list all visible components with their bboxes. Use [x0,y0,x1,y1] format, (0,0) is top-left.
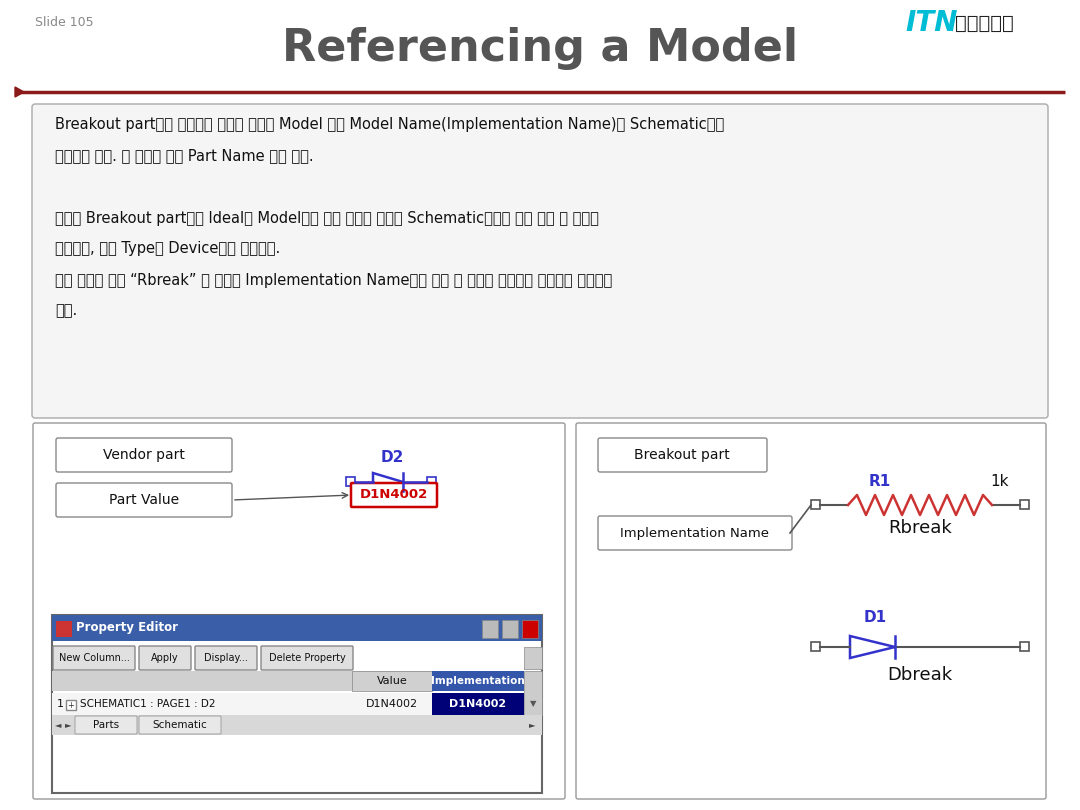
FancyBboxPatch shape [33,423,565,799]
Text: Slide 105: Slide 105 [35,16,94,29]
Text: D2: D2 [380,450,404,466]
Text: 된다.: 된다. [55,304,78,318]
FancyBboxPatch shape [598,438,767,472]
Bar [432,693,524,715]
Text: Vendor part: Vendor part [103,448,185,462]
Bar [524,647,542,669]
Bar [66,700,76,710]
Text: ►: ► [65,721,71,730]
Text: SCHEMATIC1 : PAGE1 : D2: SCHEMATIC1 : PAGE1 : D2 [80,699,216,709]
Bar [502,620,518,638]
Text: D1: D1 [863,611,887,625]
FancyBboxPatch shape [261,646,353,670]
Text: 1: 1 [57,699,64,709]
Text: ㎌아이티앤: ㎌아이티앤 [955,14,1014,32]
Text: 때문에 Breakout part들은 Ideal한 Model로서 다른 부품의 이름을 Schematic상에서 바로 수정 후 사용이: 때문에 Breakout part들은 Ideal한 Model로서 다른 부품… [55,211,599,225]
FancyBboxPatch shape [139,716,221,734]
Bar [811,642,820,651]
FancyBboxPatch shape [53,646,135,670]
Bar [811,500,820,509]
Text: 아래 그림과 같이 “Rbreak” 란 이름은 Implementation Name이며 수정 시 이름에 해당하는 데이터가 필요하게: 아래 그림과 같이 “Rbreak” 란 이름은 Implementation … [55,272,612,288]
Text: ▼: ▼ [530,700,537,709]
Text: ITN: ITN [905,9,958,37]
Text: Referencing a Model: Referencing a Model [282,27,798,70]
Text: Implementation Name: Implementation Name [621,526,769,539]
Bar [52,693,524,715]
Text: 나타나지 않음. 부 주의로 인한 Part Name 변경 금지.: 나타나지 않음. 부 주의로 인한 Part Name 변경 금지. [55,148,313,164]
Bar [52,615,542,641]
Text: Breakout part들을 제외하고 반도체 벤더의 Model 들은 Model Name(Implementation Name)은 Schematic: Breakout part들을 제외하고 반도체 벤더의 Model 들은 Mo… [55,117,725,133]
Text: Schematic: Schematic [152,720,207,730]
FancyBboxPatch shape [195,646,257,670]
FancyBboxPatch shape [32,104,1048,418]
Bar [346,477,355,486]
Bar [352,671,432,691]
Polygon shape [15,87,24,97]
Bar [432,671,524,691]
FancyBboxPatch shape [351,483,437,507]
Bar [52,671,524,691]
Text: D1N4002: D1N4002 [449,699,507,709]
Text: 1k: 1k [990,475,1009,489]
Text: R1: R1 [869,475,891,489]
Bar [482,620,498,638]
Text: Display...: Display... [204,653,248,663]
Text: D1N4002: D1N4002 [360,488,428,501]
Bar [56,621,72,637]
Text: D1N4002: D1N4002 [366,699,418,709]
Text: 가능하며, 모든 Type의 Device들을 제공한다.: 가능하며, 모든 Type의 Device들을 제공한다. [55,241,280,257]
Text: Delete Property: Delete Property [269,653,346,663]
Text: ◄: ◄ [55,721,62,730]
FancyBboxPatch shape [576,423,1047,799]
Text: New Column...: New Column... [58,653,130,663]
Bar [52,715,542,735]
Text: Rbreak: Rbreak [888,519,951,537]
FancyBboxPatch shape [139,646,191,670]
Text: +: + [68,701,75,710]
Text: Property Editor: Property Editor [76,621,178,634]
Text: Implementation: Implementation [431,676,525,686]
Text: Part Value: Part Value [109,493,179,507]
FancyBboxPatch shape [75,716,137,734]
Text: ►: ► [529,721,536,730]
Bar [1020,500,1029,509]
Bar [522,620,538,638]
Text: Apply: Apply [151,653,179,663]
Bar [524,671,542,715]
FancyBboxPatch shape [56,483,232,517]
FancyBboxPatch shape [598,516,792,550]
Bar [1020,642,1029,651]
Bar [427,477,436,486]
Polygon shape [850,636,895,658]
Text: Dbreak: Dbreak [888,666,953,684]
FancyBboxPatch shape [56,438,232,472]
Text: Breakout part: Breakout part [634,448,730,462]
FancyBboxPatch shape [52,615,542,793]
Text: Parts: Parts [93,720,119,730]
Text: Value: Value [377,676,407,686]
